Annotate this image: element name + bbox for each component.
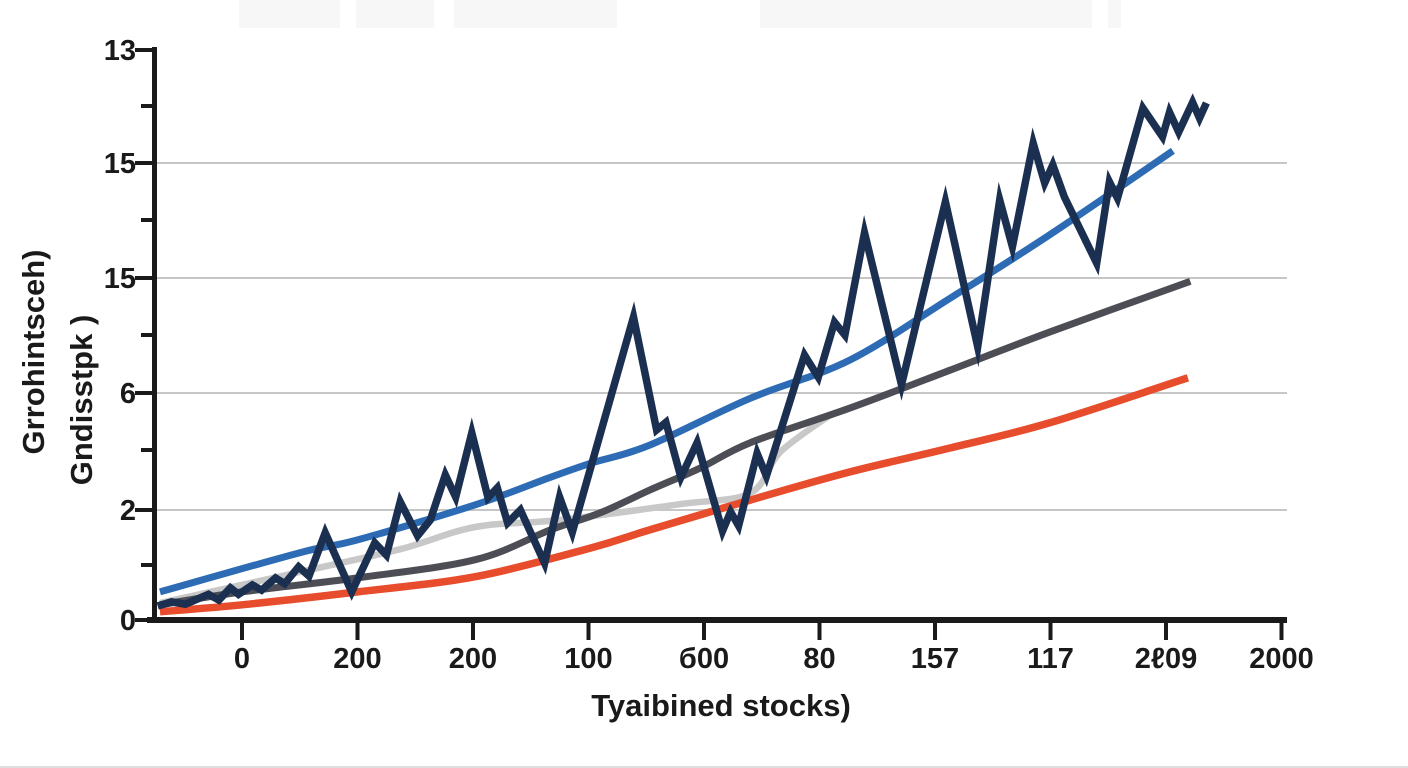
y-tick-label: 15: [104, 263, 136, 295]
x-tick-label: б00: [679, 643, 729, 675]
y-tick-label: 2: [120, 495, 136, 527]
x-tick-label: 157: [911, 643, 959, 675]
x-tick-label: 2ℓ09: [1135, 643, 1198, 675]
y-tick-label: 15: [104, 148, 136, 180]
x-tick-label: 100: [564, 643, 612, 675]
x-tick-label: 200: [449, 643, 497, 675]
top-smudge: [1108, 0, 1121, 28]
x-tick-label: 80: [803, 643, 835, 675]
y-tick-label: 13: [104, 35, 136, 67]
top-smudge: [760, 0, 1092, 28]
y-axis-title-line2: Gndisstpk ): [64, 315, 99, 486]
top-smudge: [239, 0, 340, 28]
bottom-edge-line: [0, 766, 1408, 768]
top-smudge: [454, 0, 617, 28]
x-tick-label: 200: [333, 643, 381, 675]
y-axis-title-line1: Grrohintsceh): [16, 250, 51, 455]
series-smooth-red-line: [159, 374, 1190, 616]
y-tick-label: 6: [120, 378, 136, 410]
top-smudge: [356, 0, 434, 28]
chart-generated-background: [150, 0, 1287, 616]
series-volatile-navy-line: [156, 93, 1210, 610]
x-tick-label: 2000: [1249, 643, 1314, 675]
x-tick-label: 117: [1027, 643, 1074, 675]
chart-generated-foreground: 0 2 6 15 15 13 0 200 200 100 б00 80 157 117 2ℓ09 2000: [0, 35, 1408, 768]
x-axis-title: Tyaibined stocks): [591, 688, 851, 723]
y-tick-label: 0: [120, 605, 136, 637]
x-tick-label: 0: [234, 643, 250, 675]
